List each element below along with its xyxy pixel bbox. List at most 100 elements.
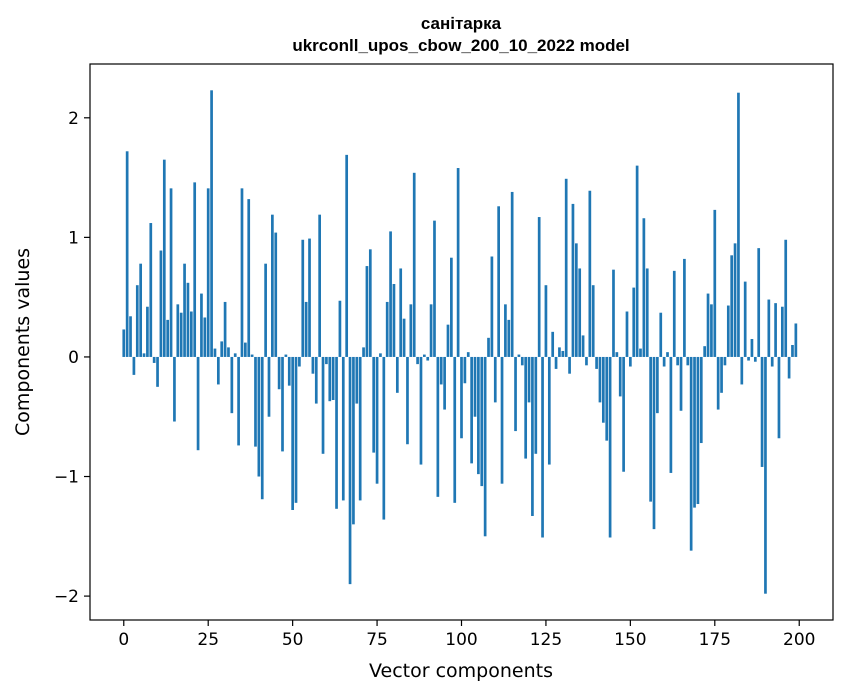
bar-123 (537, 217, 541, 357)
bar-110 (493, 356, 497, 403)
bar-71 (362, 347, 365, 357)
bar-190 (764, 356, 767, 594)
bar-188 (757, 248, 761, 357)
bar-169 (693, 356, 696, 508)
bar-152 (635, 165, 639, 357)
bar-55 (308, 238, 311, 357)
bar-104 (473, 356, 477, 417)
bar-84 (406, 356, 409, 445)
bar-77 (382, 356, 386, 520)
bar-91 (429, 304, 433, 357)
bar-166 (683, 258, 686, 357)
bar-33 (233, 353, 237, 357)
bar-136 (581, 335, 585, 357)
bar-18 (183, 263, 186, 357)
y-axis-label: Components values (12, 248, 34, 436)
bar-194 (777, 356, 781, 439)
bar-139 (591, 285, 595, 357)
bar-196 (784, 239, 788, 357)
bar-178 (723, 356, 727, 366)
bar-111 (497, 206, 500, 357)
bar-180 (730, 255, 734, 357)
bar-156 (649, 356, 652, 502)
bar-7 (146, 306, 149, 357)
bar-10 (156, 356, 159, 387)
bar-65 (341, 356, 345, 501)
bar-14 (169, 188, 173, 357)
bar-175 (713, 209, 717, 357)
bar-47 (281, 356, 284, 452)
bar-24 (203, 317, 207, 357)
bar-185 (747, 356, 750, 361)
bar-112 (500, 356, 504, 484)
bar-16 (176, 304, 180, 357)
bar-146 (615, 352, 619, 357)
bar-36 (244, 342, 247, 357)
bar-137 (585, 356, 588, 366)
bar-86 (412, 172, 416, 357)
bar-78 (385, 301, 389, 357)
bar-131 (564, 178, 568, 357)
chart-subtitle: ukrconll_upos_cbow_200_10_2022 model (292, 36, 629, 55)
bar-199 (794, 323, 798, 357)
bar-162 (669, 356, 673, 473)
bar-186 (750, 339, 754, 357)
bar-127 (551, 331, 555, 357)
bar-51 (294, 356, 298, 503)
bar-116 (514, 356, 517, 432)
bar-76 (379, 353, 382, 357)
bar-19 (186, 282, 190, 357)
bar-193 (774, 303, 777, 357)
bar-15 (173, 356, 176, 422)
bar-62 (331, 356, 335, 400)
bar-168 (689, 356, 693, 551)
bar-181 (733, 243, 737, 357)
bar-159 (659, 312, 663, 357)
bar-40 (257, 356, 261, 477)
bar-8 (149, 223, 153, 357)
bar-105 (477, 356, 480, 475)
bar-189 (760, 356, 764, 467)
bar-3 (132, 356, 136, 375)
bar-99 (456, 168, 460, 357)
bar-41 (260, 356, 264, 500)
bar-20 (189, 311, 193, 357)
bar-165 (679, 356, 683, 411)
bar-75 (375, 356, 379, 484)
x-tick-label: 0 (118, 630, 129, 650)
bar-39 (254, 356, 257, 447)
bar-42 (264, 263, 267, 357)
bar-54 (304, 301, 308, 357)
x-tick-label: 125 (530, 630, 562, 650)
bar-74 (372, 356, 376, 453)
bar-187 (753, 356, 757, 362)
bar-183 (740, 356, 744, 385)
bar-148 (622, 356, 625, 472)
bar-141 (598, 356, 602, 403)
bar-85 (409, 304, 413, 357)
bar-191 (767, 299, 771, 357)
bar-95 (443, 356, 446, 410)
bar-102 (466, 352, 470, 357)
bar-103 (470, 356, 473, 464)
y-axis-ticks: −2 −1 0 1 2 (54, 109, 90, 607)
bar-56 (311, 356, 315, 374)
x-axis-ticks: 0 25 50 75 100 125 150 175 200 (118, 620, 815, 650)
y-tick-label: 1 (68, 228, 79, 248)
bar-69 (355, 356, 359, 404)
bar-50 (291, 356, 294, 510)
x-tick-label: 75 (366, 630, 388, 650)
bar-171 (699, 356, 703, 444)
bar-80 (392, 284, 396, 357)
bar-73 (368, 249, 372, 357)
bar-27 (213, 348, 217, 357)
bar-109 (490, 256, 494, 357)
bar-44 (271, 214, 274, 357)
bar-147 (618, 356, 622, 397)
bar-61 (328, 356, 332, 402)
bar-22 (196, 356, 200, 451)
bar-28 (216, 356, 220, 385)
bar-132 (568, 356, 571, 374)
bar-70 (358, 356, 362, 501)
